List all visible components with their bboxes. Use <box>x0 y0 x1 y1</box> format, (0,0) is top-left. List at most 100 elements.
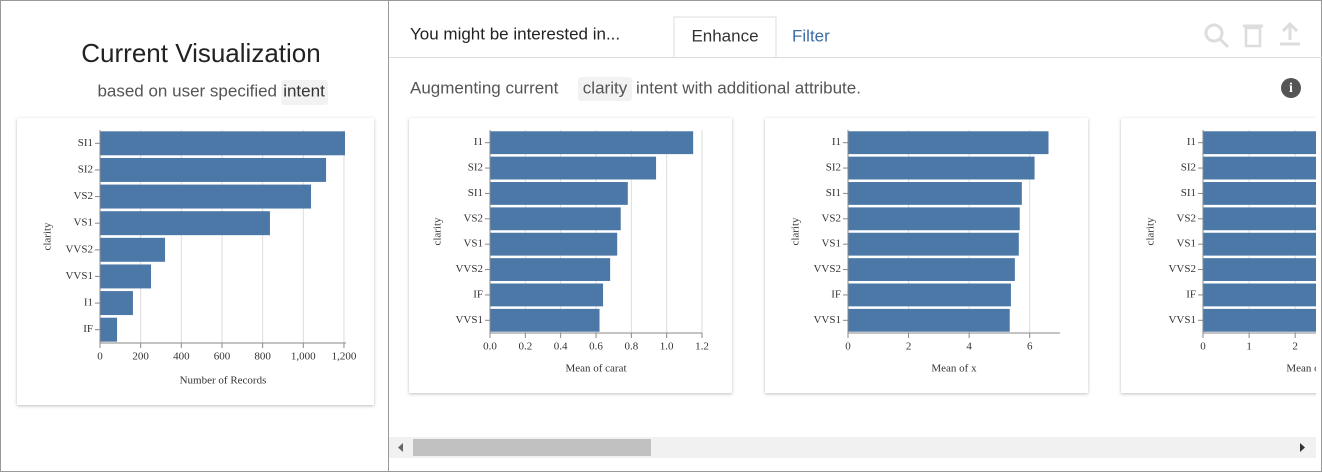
y-tick-label: VS1 <box>821 238 841 250</box>
x-tick-label: 0.4 <box>554 341 568 353</box>
bar <box>490 308 600 332</box>
keyword-box <box>281 80 328 105</box>
bar <box>100 237 166 262</box>
info-icon[interactable] <box>1281 78 1301 98</box>
toolbar <box>1204 21 1300 49</box>
rec-card: 0.0 0.2 0.4 0.6 0.8 1.0 1.2 I1 SI2 SI1 VS2 VS1 VVS2 I… <box>409 118 732 393</box>
y-tick-label: SI2 <box>826 162 841 174</box>
info-glyph: i <box>1289 81 1293 96</box>
y-tick-label: IF <box>473 288 483 300</box>
y-tick-label: VS1 <box>1176 238 1196 250</box>
active-tab[interactable] <box>673 16 777 57</box>
recommendations: 0.0 0.2 0.4 0.6 0.8 1.0 1.2 I1 SI2 SI1 VS2 VS1 VVS2 I… <box>409 118 1322 393</box>
bar <box>848 258 1015 281</box>
y-tick-label: VS1 <box>463 238 483 250</box>
x-tick-label: 2 <box>1292 341 1298 353</box>
x-tick-label: 1,000 <box>291 351 316 363</box>
x-tick-label: 0 <box>845 341 851 353</box>
y-tick-label: VS2 <box>1176 212 1196 224</box>
y-tick-label: I1 <box>474 136 483 148</box>
y-tick-label: VS2 <box>463 212 483 224</box>
subtitle: based on user specified <box>97 81 277 100</box>
bar <box>848 207 1020 231</box>
y-tick-label: I1 <box>1187 136 1196 148</box>
y-tick-label: I1 <box>832 136 841 148</box>
tab[interactable]: Enhance <box>691 26 758 45</box>
bar <box>490 232 618 256</box>
bar <box>1203 258 1316 281</box>
x-tick-label: 0.8 <box>624 341 638 353</box>
bar <box>1203 232 1316 256</box>
y-tick-label: SI1 <box>78 137 93 149</box>
x-tick-label: 0.2 <box>518 341 532 353</box>
y-tick-label: VVS2 <box>455 263 483 275</box>
bar <box>848 308 1010 332</box>
current-chart: 0 200 400 600 800 1,000 1,200 SI1 SI2 VS2 VS1 VVS2 V… <box>42 130 357 387</box>
description: intent with additional attribute. <box>636 78 861 97</box>
y-tick-label: VS2 <box>73 190 93 202</box>
scroll-left[interactable] <box>398 443 403 452</box>
bar <box>100 131 345 156</box>
bar <box>490 283 604 307</box>
x-axis-title: Mean of x <box>931 363 977 375</box>
bar <box>1203 207 1316 231</box>
tab[interactable]: Filter <box>792 26 830 45</box>
bar <box>1203 283 1316 307</box>
x-tick-label: 1.2 <box>695 341 709 353</box>
bar <box>100 211 270 236</box>
bar <box>490 258 611 281</box>
x-tick-label: 6 <box>1027 341 1033 353</box>
x-tick-label: 1.0 <box>660 341 674 353</box>
y-tick-label: VVS2 <box>813 263 841 275</box>
bar <box>1203 182 1316 205</box>
bar <box>100 184 312 209</box>
x-axis-title: Mean of y <box>1286 363 1322 375</box>
bar <box>1203 156 1316 180</box>
y-tick-label: VVS2 <box>65 243 93 255</box>
x-tick-label: 1,200 <box>332 351 357 363</box>
x-tick-label: 0 <box>97 351 103 363</box>
x-tick-label: 0.6 <box>589 341 603 353</box>
y-tick-label: VVS2 <box>1168 263 1196 275</box>
bar <box>100 317 118 342</box>
y-tick-label: SI1 <box>826 187 841 199</box>
keyword: clarity <box>583 78 628 97</box>
y-tick-label: VVS1 <box>65 270 93 282</box>
x-tick-label: 0.0 <box>483 341 497 353</box>
bar <box>490 182 628 205</box>
bar <box>848 156 1035 180</box>
y-tick-label: IF <box>1186 288 1196 300</box>
x-tick-label: 600 <box>214 351 231 363</box>
keyword-box <box>578 77 632 101</box>
y-axis-title: clarity <box>1145 217 1157 246</box>
x-tick-label: 800 <box>254 351 271 363</box>
y-tick-label: VS1 <box>73 217 93 229</box>
bar <box>1203 308 1316 332</box>
bar <box>848 182 1022 205</box>
x-tick-label: 0 <box>1200 341 1206 353</box>
y-tick-label: I1 <box>84 297 93 309</box>
bar <box>490 156 657 180</box>
rec-card: 0 2 4 6 I1 SI2 SI1 VS2 VS1 VVS2 IF VVS1 Mean of x cla… <box>765 118 1088 393</box>
bar <box>490 207 621 231</box>
y-axis-title: clarity <box>790 217 802 246</box>
x-tick-label: 400 <box>173 351 190 363</box>
x-tick-label: 1 <box>1246 341 1252 353</box>
x-tick-label: 4 <box>966 341 972 353</box>
bar <box>100 264 152 289</box>
scroll-thumb[interactable] <box>413 439 651 456</box>
y-tick-label: IF <box>831 288 841 300</box>
x-tick-label: 2 <box>906 341 912 353</box>
x-tick-label: 200 <box>132 351 149 363</box>
y-tick-label: SI2 <box>468 162 483 174</box>
panel-title: Current Visualization <box>81 38 320 68</box>
y-tick-label: VVS1 <box>813 314 841 326</box>
tab-intro: You might be interested in... <box>410 24 620 43</box>
bar <box>100 291 133 316</box>
y-tick-label: VVS1 <box>455 314 483 326</box>
description: Augmenting current <box>410 78 559 97</box>
y-tick-label: SI2 <box>78 163 93 175</box>
bar <box>848 283 1011 307</box>
scroll-right[interactable] <box>1300 443 1305 452</box>
